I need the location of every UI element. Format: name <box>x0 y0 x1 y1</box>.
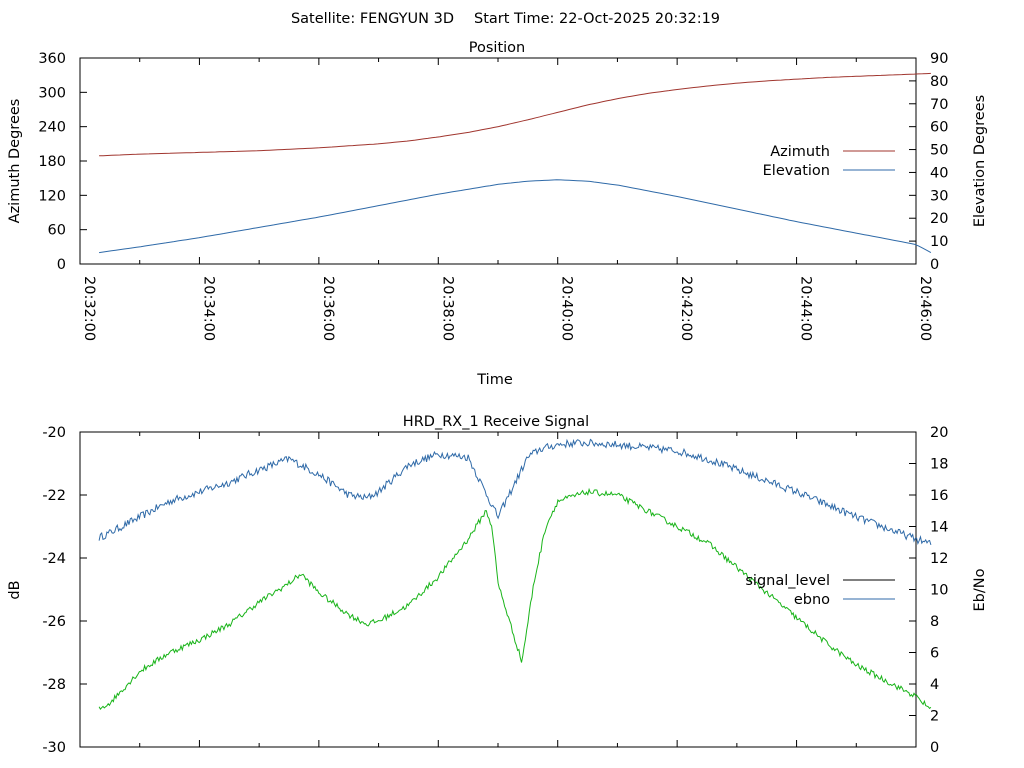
y-tick-label: -30 <box>42 740 66 756</box>
y2-tick-label: 16 <box>930 488 948 504</box>
db-axis-label: dB <box>7 580 23 599</box>
y-tick-label: 360 <box>38 51 66 67</box>
y-tick-label: -26 <box>42 614 66 630</box>
y2-tick-label: 10 <box>930 234 948 250</box>
y2-tick-label: 90 <box>930 51 948 67</box>
y-tick-label: -20 <box>42 425 66 441</box>
y2-tick-label: 4 <box>930 677 939 693</box>
signal-chart-title: HRD_RX_1 Receive Signal <box>403 414 589 430</box>
signal-plot-frame <box>79 431 917 748</box>
elevation-legend-label: Elevation <box>763 163 830 179</box>
y2-tick-label: 6 <box>930 646 939 662</box>
elevation-series-line <box>99 179 932 254</box>
y2-tick-label: 8 <box>930 614 939 630</box>
y2-tick-label: 20 <box>930 211 948 227</box>
y-tick-label: -22 <box>42 488 66 504</box>
start-time-label: Start Time: 22-Oct-2025 20:32:19 <box>474 11 720 27</box>
y-tick-label: 180 <box>38 154 66 170</box>
position-chart-title: Position <box>469 40 525 56</box>
y-tick-label: -24 <box>42 551 66 567</box>
azimuth-legend-label: Azimuth <box>770 144 830 160</box>
ebno-series-line <box>98 438 932 546</box>
time-tick-labels: 20:32:00 20:34:00 20:36:00 20:38:00 20:40:00… <box>81 276 933 341</box>
signal-level-legend-label: signal_level <box>745 573 830 589</box>
satellite-label: Satellite: FENGYUN 3D <box>291 11 454 27</box>
time-tick-label: 20:38:00 <box>439 276 455 341</box>
ebno-legend-label: ebno <box>794 592 830 608</box>
elevation-axis-label: Elevation Degrees <box>972 95 988 227</box>
time-tick-label: 20:36:00 <box>320 276 336 341</box>
y2-tick-label: 60 <box>930 120 948 136</box>
y2-tick-label: 12 <box>930 551 948 567</box>
time-axis-label: Time <box>476 372 513 388</box>
y-tick-label: 240 <box>38 120 66 136</box>
y2-tick-label: 0 <box>930 740 939 756</box>
signal-level-series-line <box>98 487 932 710</box>
y2-tick-label: 20 <box>930 425 948 441</box>
y-tick-label: 120 <box>38 188 66 204</box>
y2-tick-label: 40 <box>930 165 948 181</box>
time-tick-label: 20:44:00 <box>798 276 814 341</box>
ebno-tick-labels: 0 2 4 6 8 10 12 14 16 18 20 <box>930 425 948 756</box>
elevation-tick-labels: 0 10 20 30 40 50 60 70 80 90 <box>930 51 948 273</box>
y2-tick-label: 30 <box>930 188 948 204</box>
y2-tick-label: 14 <box>930 520 948 536</box>
position-plot-frame <box>79 57 917 265</box>
time-tick-label: 20:34:00 <box>200 276 216 341</box>
y-tick-label: -28 <box>42 677 66 693</box>
y-tick-label: 60 <box>48 223 66 239</box>
y2-tick-label: 80 <box>930 74 948 90</box>
y-tick-label: 0 <box>57 257 66 273</box>
y-tick-label: 300 <box>38 85 66 101</box>
y2-tick-label: 50 <box>930 143 948 159</box>
signal-tick-marks <box>79 431 917 748</box>
y2-tick-label: 18 <box>930 457 948 473</box>
azimuth-axis-label: Azimuth Degrees <box>7 99 23 224</box>
azimuth-series-line <box>99 72 931 157</box>
time-tick-label: 20:42:00 <box>678 276 694 341</box>
y2-tick-label: 0 <box>930 257 939 273</box>
y2-tick-label: 2 <box>930 709 939 725</box>
time-tick-label: 20:32:00 <box>81 276 97 341</box>
time-tick-label: 20:40:00 <box>559 276 575 341</box>
time-tick-label: 20:46:00 <box>917 276 933 341</box>
signal-chart: HRD_RX_1 Receive Signal -30-28-26-24-22-… <box>7 414 988 756</box>
ebno-axis-label: Eb/No <box>972 568 988 611</box>
azimuth-tick-labels: 0 60 120 180 240 300 360 <box>38 51 66 273</box>
db-tick-labels: -30 -28 -26 -24 -22 -20 <box>42 425 66 756</box>
y2-tick-label: 70 <box>930 97 948 113</box>
position-tick-marks <box>79 57 917 265</box>
y2-tick-label: 10 <box>930 583 948 599</box>
position-chart: Position 0 60 120 180 240 300 360 0 10 20 30 40 50 6… <box>7 40 988 388</box>
